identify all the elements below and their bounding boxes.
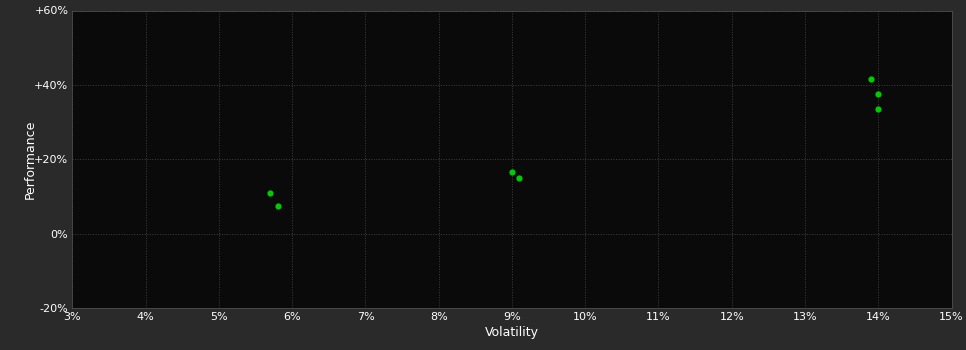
Point: [512, 175, 527, 181]
X-axis label: Volatility: Volatility: [485, 326, 539, 340]
Point: [864, 77, 879, 82]
Point: [504, 169, 520, 175]
Y-axis label: Performance: Performance: [23, 120, 37, 199]
Point: [270, 203, 285, 209]
Point: [263, 190, 278, 196]
Point: [870, 91, 886, 97]
Point: [870, 106, 886, 112]
